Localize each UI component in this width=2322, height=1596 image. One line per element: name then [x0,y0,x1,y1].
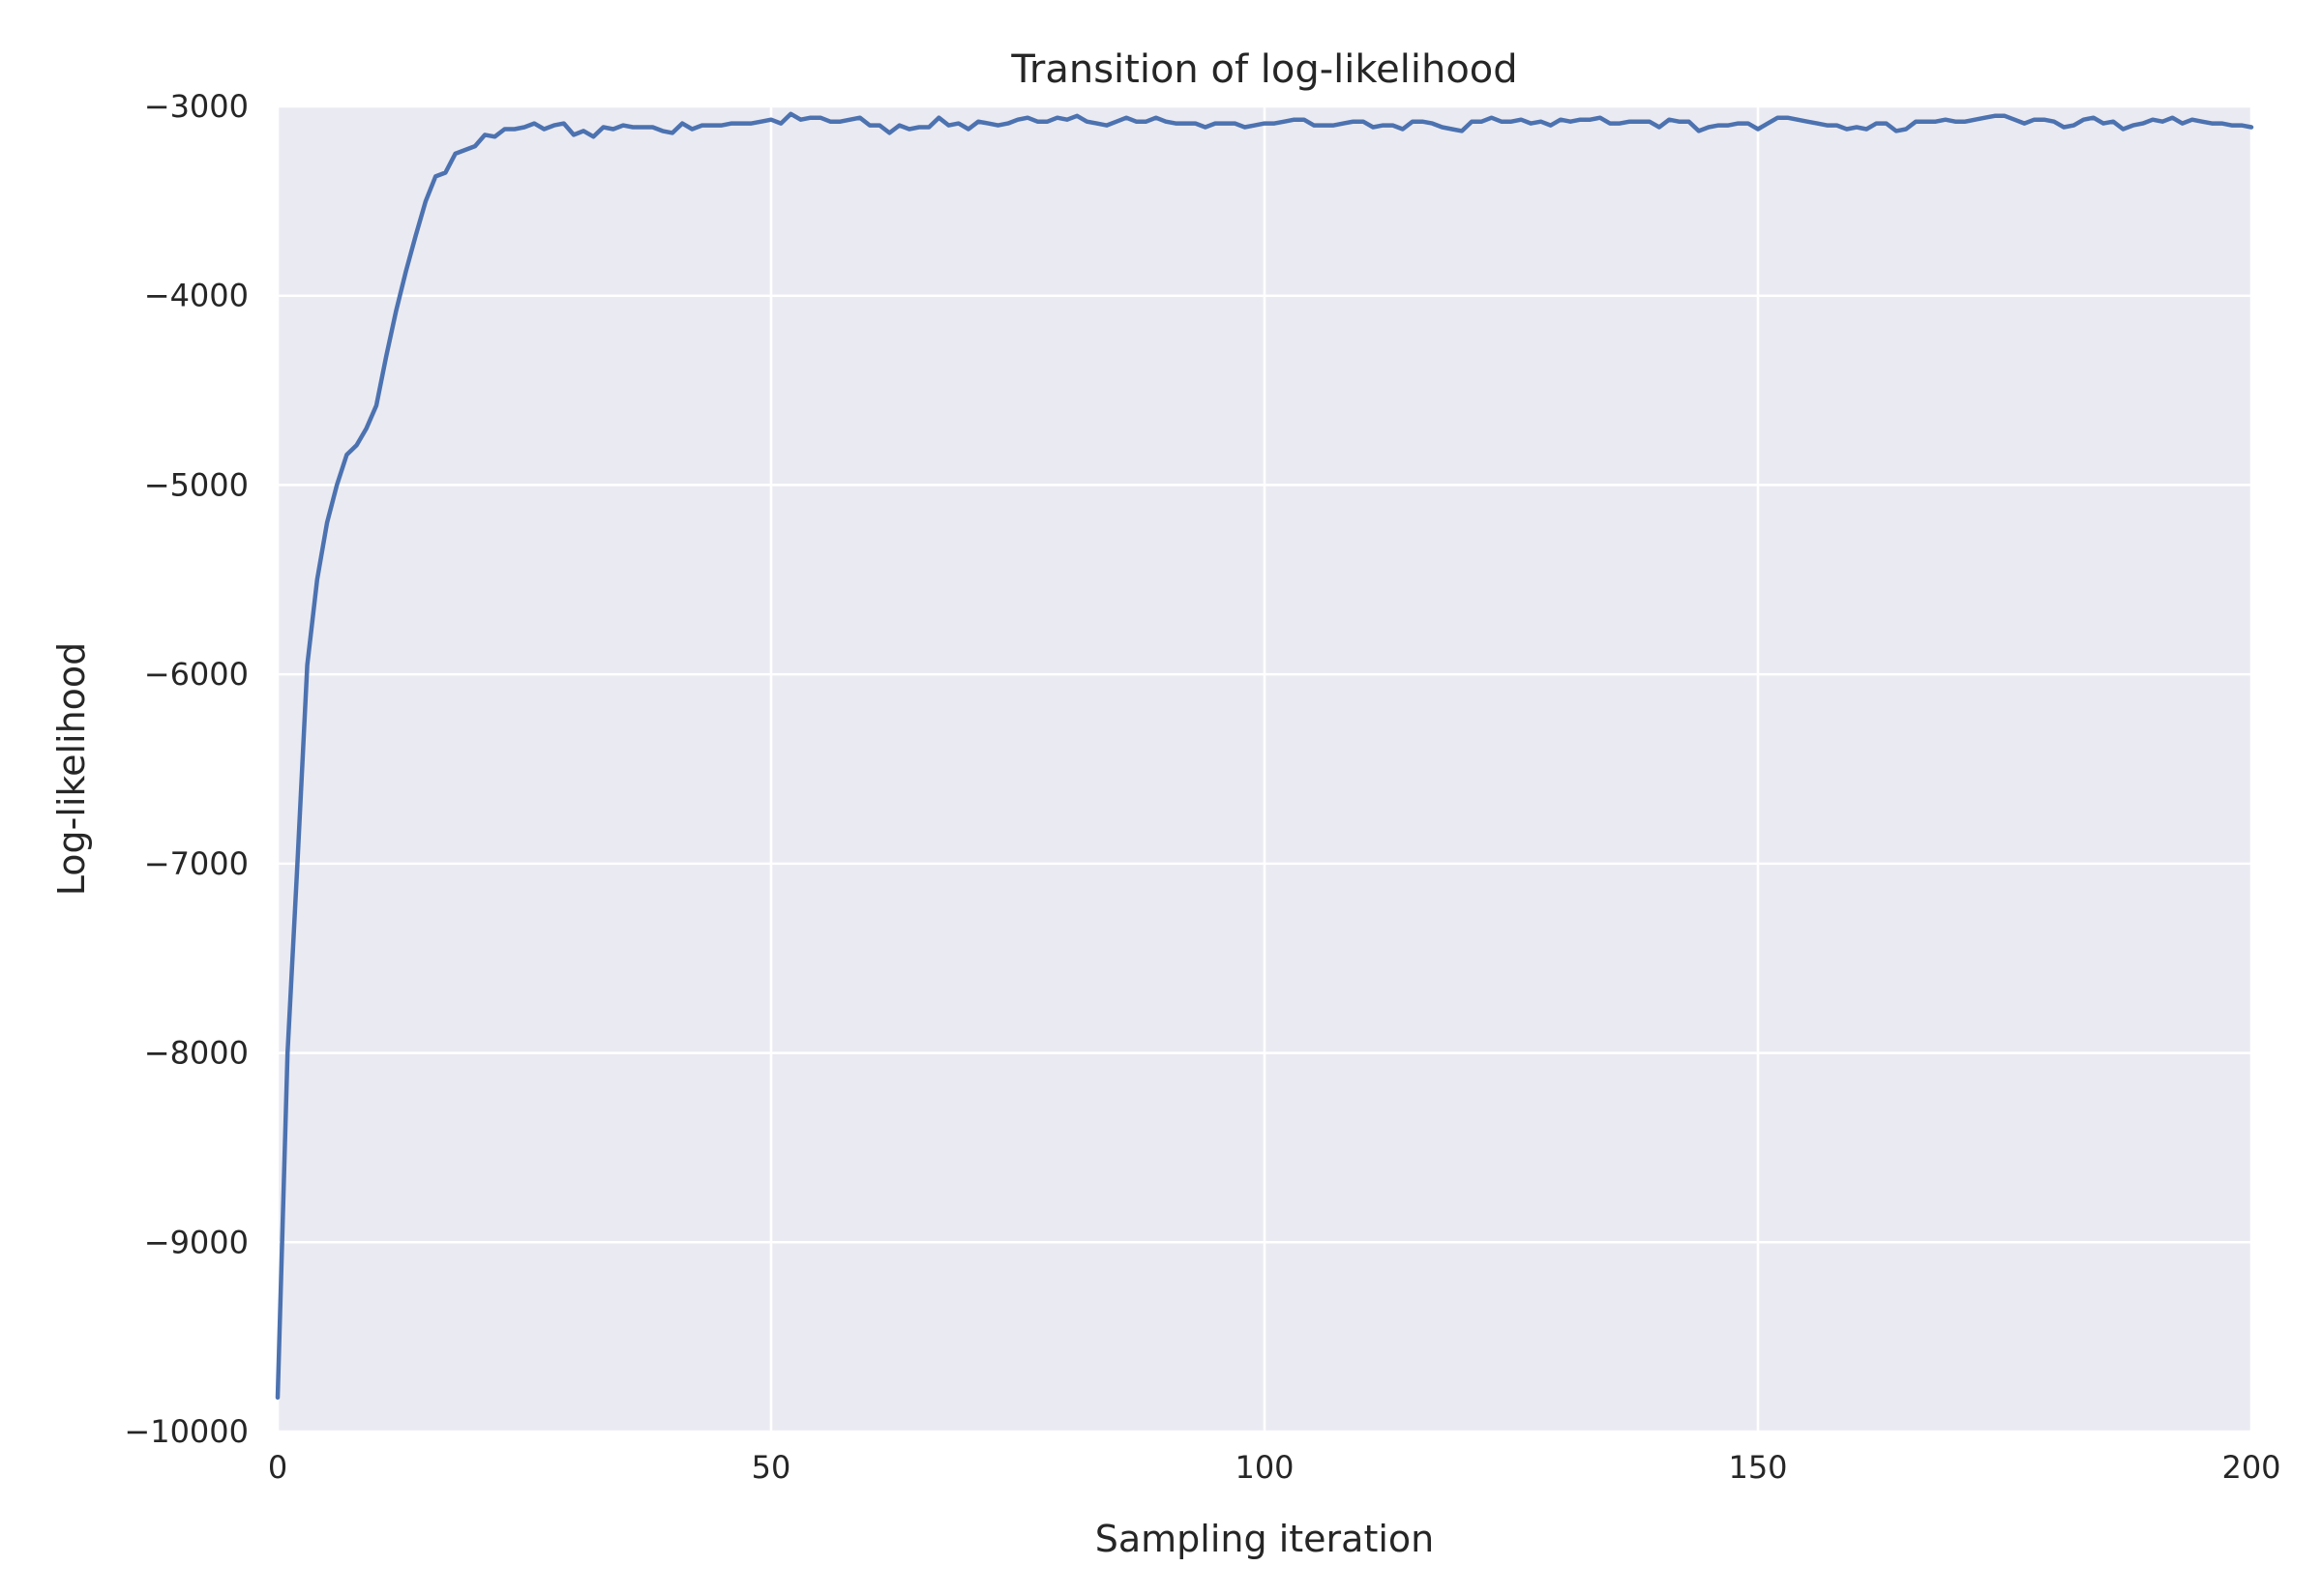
y-axis-label: Log-likelihood [50,642,93,897]
x-tick-label: 50 [752,1449,791,1486]
y-tick-label: −9000 [144,1224,249,1260]
x-axis-label: Sampling iteration [1095,1518,1434,1560]
grid-lines [276,104,2253,1433]
x-tick-label: 200 [2221,1449,2280,1486]
x-tick-label: 100 [1235,1449,1294,1486]
y-tick-label: −7000 [144,845,249,882]
x-tick-label: 150 [1728,1449,1787,1486]
tick-labels: 0 50 100 150 200 −10000 −9000 −8000 −7000 −6000 −5… [124,88,2280,1486]
series-group [275,111,2254,1401]
y-tick-label: −6000 [144,656,249,693]
y-tick-label: −8000 [144,1035,249,1072]
y-tick-label: −10000 [124,1413,249,1450]
y-tick-label: −5000 [144,466,249,503]
log-likelihood-series-line [275,111,2254,1401]
x-tick-label: 0 [268,1449,287,1486]
chart-title: Transition of log-likelihood [1010,47,1517,92]
y-tick-label: −4000 [144,278,249,314]
y-tick-label: −3000 [144,88,249,125]
